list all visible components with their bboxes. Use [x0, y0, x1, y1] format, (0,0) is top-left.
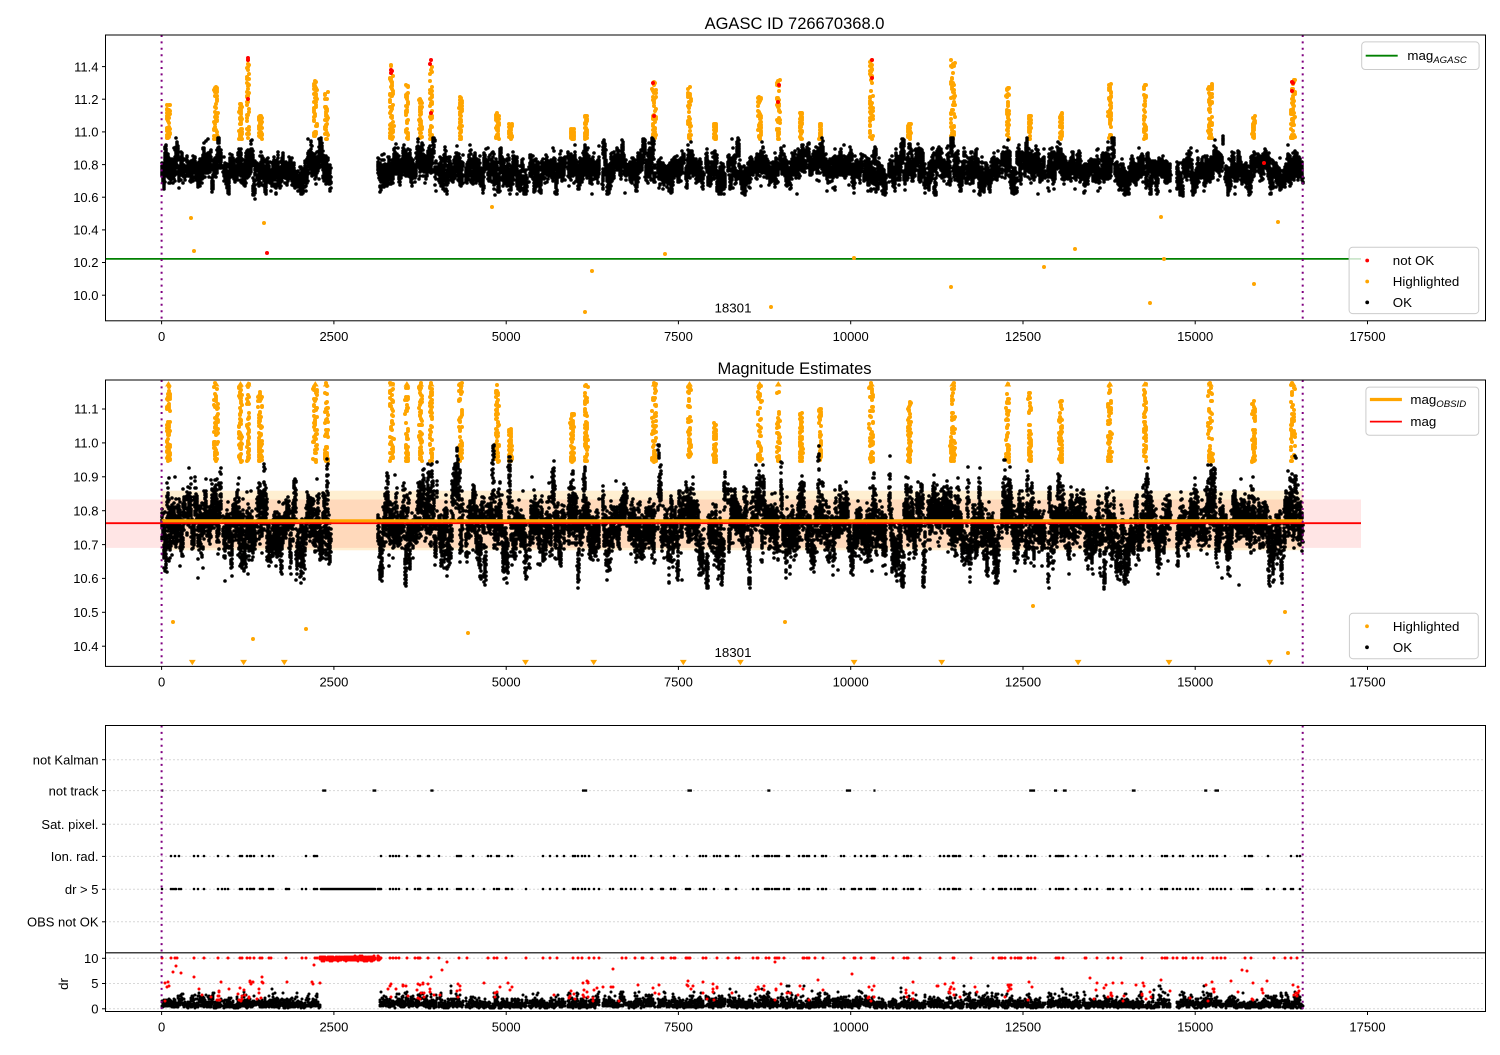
svg-text:10.4: 10.4 — [73, 223, 98, 238]
svg-text:10.8: 10.8 — [73, 503, 98, 518]
svg-text:Ion. rad.: Ion. rad. — [51, 849, 99, 864]
svg-text:not Kalman: not Kalman — [33, 752, 99, 767]
svg-text:5: 5 — [91, 976, 98, 991]
svg-text:11.2: 11.2 — [74, 92, 98, 107]
svg-text:5000: 5000 — [492, 329, 521, 344]
svg-text:12500: 12500 — [1005, 675, 1041, 690]
svg-text:10.5: 10.5 — [73, 605, 98, 620]
svg-text:10.6: 10.6 — [73, 190, 98, 205]
svg-text:15000: 15000 — [1177, 675, 1213, 690]
svg-text:Magnitude Estimates: Magnitude Estimates — [717, 360, 871, 378]
svg-text:OK: OK — [1393, 295, 1412, 310]
svg-text:mag: mag — [1410, 414, 1436, 429]
svg-text:17500: 17500 — [1349, 675, 1385, 690]
svg-text:dr: dr — [56, 978, 71, 990]
svg-text:10000: 10000 — [833, 1020, 869, 1035]
svg-text:10.4: 10.4 — [73, 639, 98, 654]
svg-text:0: 0 — [158, 1020, 165, 1035]
svg-text:10.9: 10.9 — [73, 470, 98, 485]
svg-text:11.0: 11.0 — [74, 436, 98, 451]
svg-text:5000: 5000 — [492, 1020, 521, 1035]
svg-text:OK: OK — [1393, 640, 1412, 655]
svg-text:10.7: 10.7 — [73, 537, 98, 552]
svg-text:2500: 2500 — [319, 329, 348, 344]
svg-text:7500: 7500 — [664, 329, 693, 344]
svg-text:12500: 12500 — [1005, 1020, 1041, 1035]
svg-text:Highlighted: Highlighted — [1393, 619, 1460, 634]
svg-text:2500: 2500 — [319, 1020, 348, 1035]
svg-text:10.6: 10.6 — [73, 571, 98, 586]
svg-text:0: 0 — [158, 329, 165, 344]
svg-text:10.0: 10.0 — [73, 288, 98, 303]
svg-text:15000: 15000 — [1177, 329, 1213, 344]
svg-text:AGASC ID 726670368.0: AGASC ID 726670368.0 — [705, 15, 885, 33]
svg-text:dr > 5: dr > 5 — [65, 882, 99, 897]
svg-text:10: 10 — [84, 951, 98, 966]
svg-text:2500: 2500 — [319, 675, 348, 690]
svg-text:7500: 7500 — [664, 1020, 693, 1035]
svg-text:Highlighted: Highlighted — [1393, 274, 1460, 289]
svg-text:10.8: 10.8 — [73, 157, 98, 172]
svg-text:11.4: 11.4 — [74, 59, 98, 74]
svg-text:10000: 10000 — [833, 675, 869, 690]
svg-text:17500: 17500 — [1349, 329, 1385, 344]
svg-text:18301: 18301 — [715, 301, 752, 316]
svg-text:10.2: 10.2 — [73, 255, 98, 270]
svg-text:Sat. pixel.: Sat. pixel. — [41, 817, 98, 832]
svg-text:17500: 17500 — [1349, 1020, 1385, 1035]
svg-text:0: 0 — [91, 1002, 98, 1017]
svg-text:not OK: not OK — [1393, 253, 1435, 268]
svg-text:7500: 7500 — [664, 675, 693, 690]
svg-text:not track: not track — [49, 783, 99, 798]
svg-text:0: 0 — [158, 675, 165, 690]
svg-text:15000: 15000 — [1177, 1020, 1213, 1035]
svg-text:11.0: 11.0 — [74, 125, 98, 140]
svg-text:12500: 12500 — [1005, 329, 1041, 344]
svg-text:18301: 18301 — [715, 645, 752, 660]
svg-text:10000: 10000 — [833, 329, 869, 344]
svg-text:5000: 5000 — [492, 675, 521, 690]
svg-text:11.1: 11.1 — [74, 402, 98, 417]
svg-text:OBS not OK: OBS not OK — [27, 915, 99, 930]
